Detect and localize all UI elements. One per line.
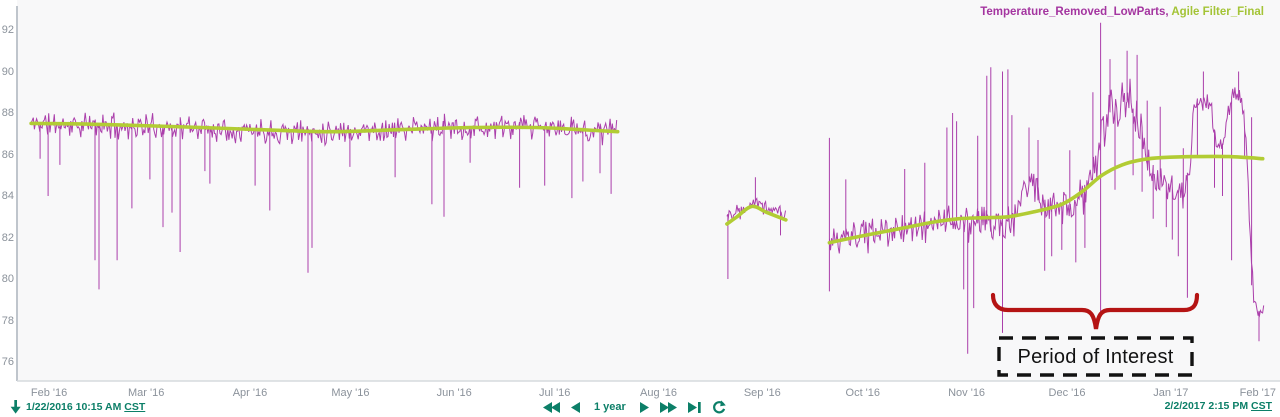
x-axis-label: Aug '16 — [640, 387, 677, 399]
y-axis-label: 86 — [1, 148, 14, 161]
x-axis-label: Apr '16 — [232, 387, 268, 399]
x-axis-label: Dec '16 — [1048, 387, 1086, 399]
refresh-button[interactable] — [712, 400, 726, 414]
x-axis-label: Oct '16 — [845, 387, 881, 399]
x-axis-label: Nov '16 — [948, 387, 986, 399]
x-axis-label: Jan '17 — [1153, 387, 1189, 399]
arrow-right-icon — [639, 401, 649, 413]
step-back-full-button[interactable] — [543, 401, 560, 414]
end-time-text: 2/2/2017 2:15 PM CST — [1164, 400, 1272, 412]
arrow-down-icon — [10, 400, 21, 414]
red-brace-shape — [990, 292, 1200, 330]
series-temperature-line — [30, 112, 618, 290]
y-axis-label: 88 — [1, 107, 14, 119]
step-back-button[interactable] — [571, 401, 580, 414]
series-agile-filter-line — [29, 121, 620, 134]
duration-label[interactable]: 1 year — [594, 401, 626, 413]
y-axis-label: 82 — [1, 231, 14, 244]
start-time-link[interactable]: 1/22/2016 10:15 AM CST — [10, 400, 145, 414]
x-axis-label: May '16 — [331, 387, 370, 399]
series-lines — [29, 22, 1265, 354]
dashed-annotation-box — [997, 336, 1194, 377]
series-temperature-line — [726, 177, 786, 279]
start-time-text: 1/22/2016 10:15 AM CST — [26, 401, 146, 413]
x-axis-label: Sep '16 — [743, 387, 781, 399]
time-bar: 1/22/2016 10:15 AM CST 1 year — [0, 399, 1280, 417]
x-axis-label: Jul '16 — [538, 387, 571, 399]
legend-separator: , — [1165, 6, 1172, 18]
legend-series-agile-filter[interactable]: Agile Filter_Final — [1171, 6, 1264, 18]
axis-lines — [16, 6, 1280, 382]
legend: Temperature_Removed_LowParts, Agile Filt… — [980, 6, 1264, 18]
double-arrow-left-icon — [543, 401, 560, 413]
series-temperature-line — [828, 22, 1265, 354]
legend-series-1-label: Temperature_Removed_LowParts — [980, 6, 1166, 18]
step-forward-button[interactable] — [639, 401, 649, 414]
time-controls: 1 year — [543, 400, 726, 414]
series-agile-filter-line — [725, 204, 788, 226]
y-axis-label: 92 — [1, 24, 14, 36]
period-of-interest-label: Period of Interest — [1017, 345, 1174, 368]
y-axis-label: 76 — [1, 356, 14, 368]
step-forward-full-button[interactable] — [659, 401, 677, 414]
end-time-link[interactable]: 2/2/2017 2:15 PM CST — [1165, 400, 1272, 412]
jump-to-now-button[interactable] — [687, 401, 701, 414]
x-axis-label: Jun '16 — [436, 387, 472, 399]
x-axis-label: Mar '16 — [127, 387, 165, 399]
x-axis-label: Feb '16 — [30, 387, 68, 399]
y-axis-label: 90 — [1, 65, 14, 78]
arrow-left-icon — [571, 401, 580, 413]
y-axis-label: 80 — [1, 273, 14, 285]
refresh-icon — [712, 400, 726, 414]
y-axis-label: 84 — [1, 190, 14, 202]
series-agile-filter-line — [827, 154, 1265, 245]
y-axis-label: 78 — [1, 314, 14, 327]
x-axis-label: Feb '17 — [1239, 387, 1276, 399]
arrow-to-bar-icon — [687, 401, 701, 413]
period-annotation — [990, 292, 1200, 377]
legend-series-temperature[interactable]: Temperature_Removed_LowParts, — [980, 6, 1171, 18]
double-arrow-right-icon — [659, 401, 677, 413]
